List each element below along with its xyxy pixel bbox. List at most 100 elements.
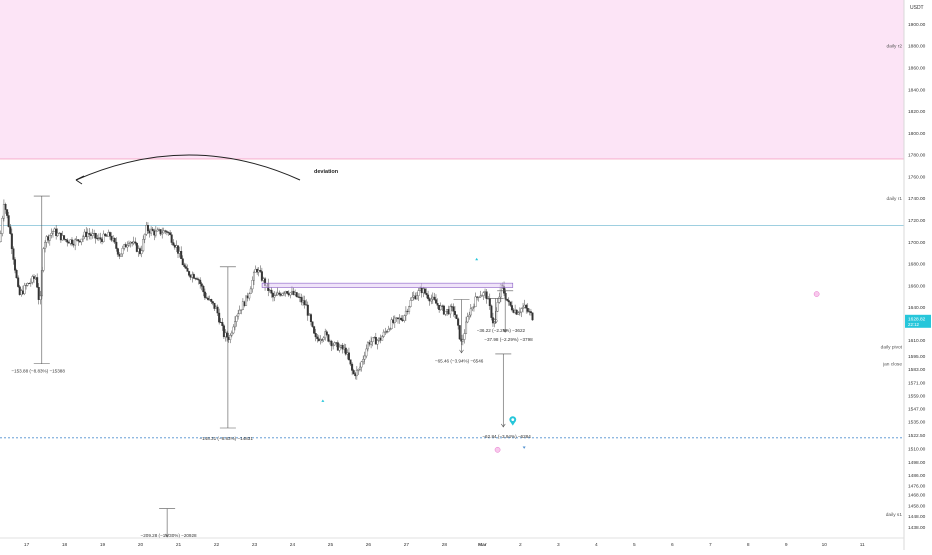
zones-layer — [0, 0, 904, 160]
candle-body — [387, 329, 390, 332]
candle-body — [419, 287, 422, 291]
candle-body — [59, 232, 62, 241]
price-tick-label: 1535.00 — [908, 419, 926, 425]
candle-body — [135, 243, 138, 252]
triangle-marker-icon — [321, 399, 325, 402]
candle-body — [169, 232, 172, 235]
measure-label: −65.46 (−3.94%) −6546 — [435, 359, 484, 364]
candle-body — [89, 234, 92, 236]
candle-body — [306, 304, 309, 316]
candles-layer — [0, 199, 534, 380]
candle-body — [479, 295, 482, 298]
candle-body — [427, 294, 430, 299]
candle-body — [472, 306, 475, 308]
candle-body — [238, 309, 241, 314]
candle-body — [134, 241, 137, 244]
candle-body — [319, 339, 322, 342]
date-tick-label: 22 — [214, 542, 220, 548]
date-tick-label: 6 — [671, 542, 674, 548]
candle-body — [118, 254, 121, 257]
candle-body — [522, 306, 525, 309]
date-tick-label: 9 — [785, 542, 788, 548]
candle-body — [515, 309, 518, 315]
candle-body — [279, 293, 282, 296]
candle-body — [115, 241, 118, 249]
candle-body — [423, 288, 426, 294]
candle-body — [327, 334, 330, 342]
candle-body — [32, 276, 35, 279]
measure-label: −36.22 (−2.29%) −3622 — [477, 328, 526, 333]
candle-body — [466, 316, 469, 323]
candle-body — [74, 239, 77, 246]
candle-body — [229, 335, 232, 340]
date-tick-label: 23 — [252, 542, 258, 548]
candle-body — [25, 285, 28, 287]
candle-body — [85, 231, 88, 238]
deviation-arrowhead — [75, 175, 85, 185]
candle-body — [131, 242, 134, 244]
candle-body — [200, 283, 203, 287]
triangle-marker-icon — [522, 446, 526, 449]
candle-body — [425, 292, 428, 296]
candle-body — [389, 328, 392, 330]
candle-body — [311, 321, 314, 327]
candle-body — [328, 340, 331, 342]
candle-body — [438, 305, 441, 310]
candle-body — [366, 342, 369, 350]
candle-body — [175, 245, 178, 248]
candle-body — [158, 229, 161, 231]
candle-body — [150, 228, 153, 234]
candle-body — [159, 229, 162, 235]
candle-body — [88, 233, 91, 235]
candle-body — [287, 293, 290, 296]
candle-body — [270, 289, 273, 294]
date-tick-label: 10 — [822, 542, 828, 548]
candle-body — [507, 300, 510, 303]
candle-body — [218, 312, 221, 323]
candle-body — [196, 278, 199, 280]
candle-body — [246, 295, 249, 299]
candle-body — [53, 228, 56, 232]
candle-body — [146, 225, 149, 231]
candle-body — [216, 306, 219, 314]
price-tick-label: 1583.00 — [908, 367, 926, 373]
candle-body — [107, 232, 110, 237]
time-axis-layer: 17 18 19 20 21 22 23 24 25 26 27 28 Mar 2 3 4 5 6 7 8 9 10 11 — [0, 537, 904, 548]
candle-body — [191, 274, 194, 278]
level-label: daily r2 — [887, 44, 903, 50]
candle-body — [343, 347, 346, 350]
candle-body — [82, 236, 85, 240]
date-tick-label: 25 — [328, 542, 334, 548]
candle-body — [374, 337, 377, 345]
candle-body — [330, 340, 333, 347]
candle-body — [504, 293, 507, 300]
candle-body — [390, 319, 393, 329]
date-tick-label: 20 — [138, 542, 144, 548]
candle-body — [439, 305, 442, 310]
candle-body — [235, 315, 238, 322]
candle-body — [308, 314, 311, 316]
candle-body — [39, 295, 42, 300]
candle-body — [108, 232, 111, 237]
candle-body — [123, 244, 126, 249]
candle-body — [194, 278, 197, 280]
candle-body — [78, 240, 81, 243]
candle-body — [143, 233, 146, 240]
candle-body — [245, 295, 248, 306]
candle-body — [411, 296, 414, 301]
candle-body — [420, 287, 423, 294]
candle-body — [70, 239, 73, 245]
candle-body — [2, 204, 5, 219]
date-tick-label: 3 — [557, 542, 560, 548]
candle-body — [395, 317, 398, 319]
candle-body — [161, 232, 164, 235]
candle-body — [9, 226, 12, 234]
candle-body — [50, 233, 53, 236]
location-pin-tail — [510, 421, 516, 426]
candle-body — [254, 269, 257, 273]
candle-body — [290, 290, 293, 293]
candle-body — [260, 271, 263, 281]
candle-body — [77, 239, 80, 242]
